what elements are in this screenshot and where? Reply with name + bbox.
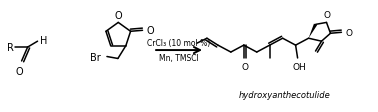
Text: O: O bbox=[115, 11, 122, 21]
Text: O: O bbox=[324, 11, 331, 20]
Text: R: R bbox=[7, 43, 14, 53]
Text: CrCl₃ (10 mol %): CrCl₃ (10 mol %) bbox=[147, 39, 211, 48]
Polygon shape bbox=[308, 24, 317, 39]
Text: O: O bbox=[345, 29, 352, 37]
Text: O: O bbox=[16, 66, 23, 76]
Text: Mn, TMSCl: Mn, TMSCl bbox=[159, 54, 199, 62]
Text: H: H bbox=[40, 36, 47, 46]
Text: hydroxyanthecotulide: hydroxyanthecotulide bbox=[239, 91, 330, 100]
Text: O: O bbox=[147, 26, 154, 36]
Text: Br: Br bbox=[90, 52, 101, 62]
Text: OH: OH bbox=[293, 62, 307, 71]
Text: O: O bbox=[241, 62, 248, 71]
